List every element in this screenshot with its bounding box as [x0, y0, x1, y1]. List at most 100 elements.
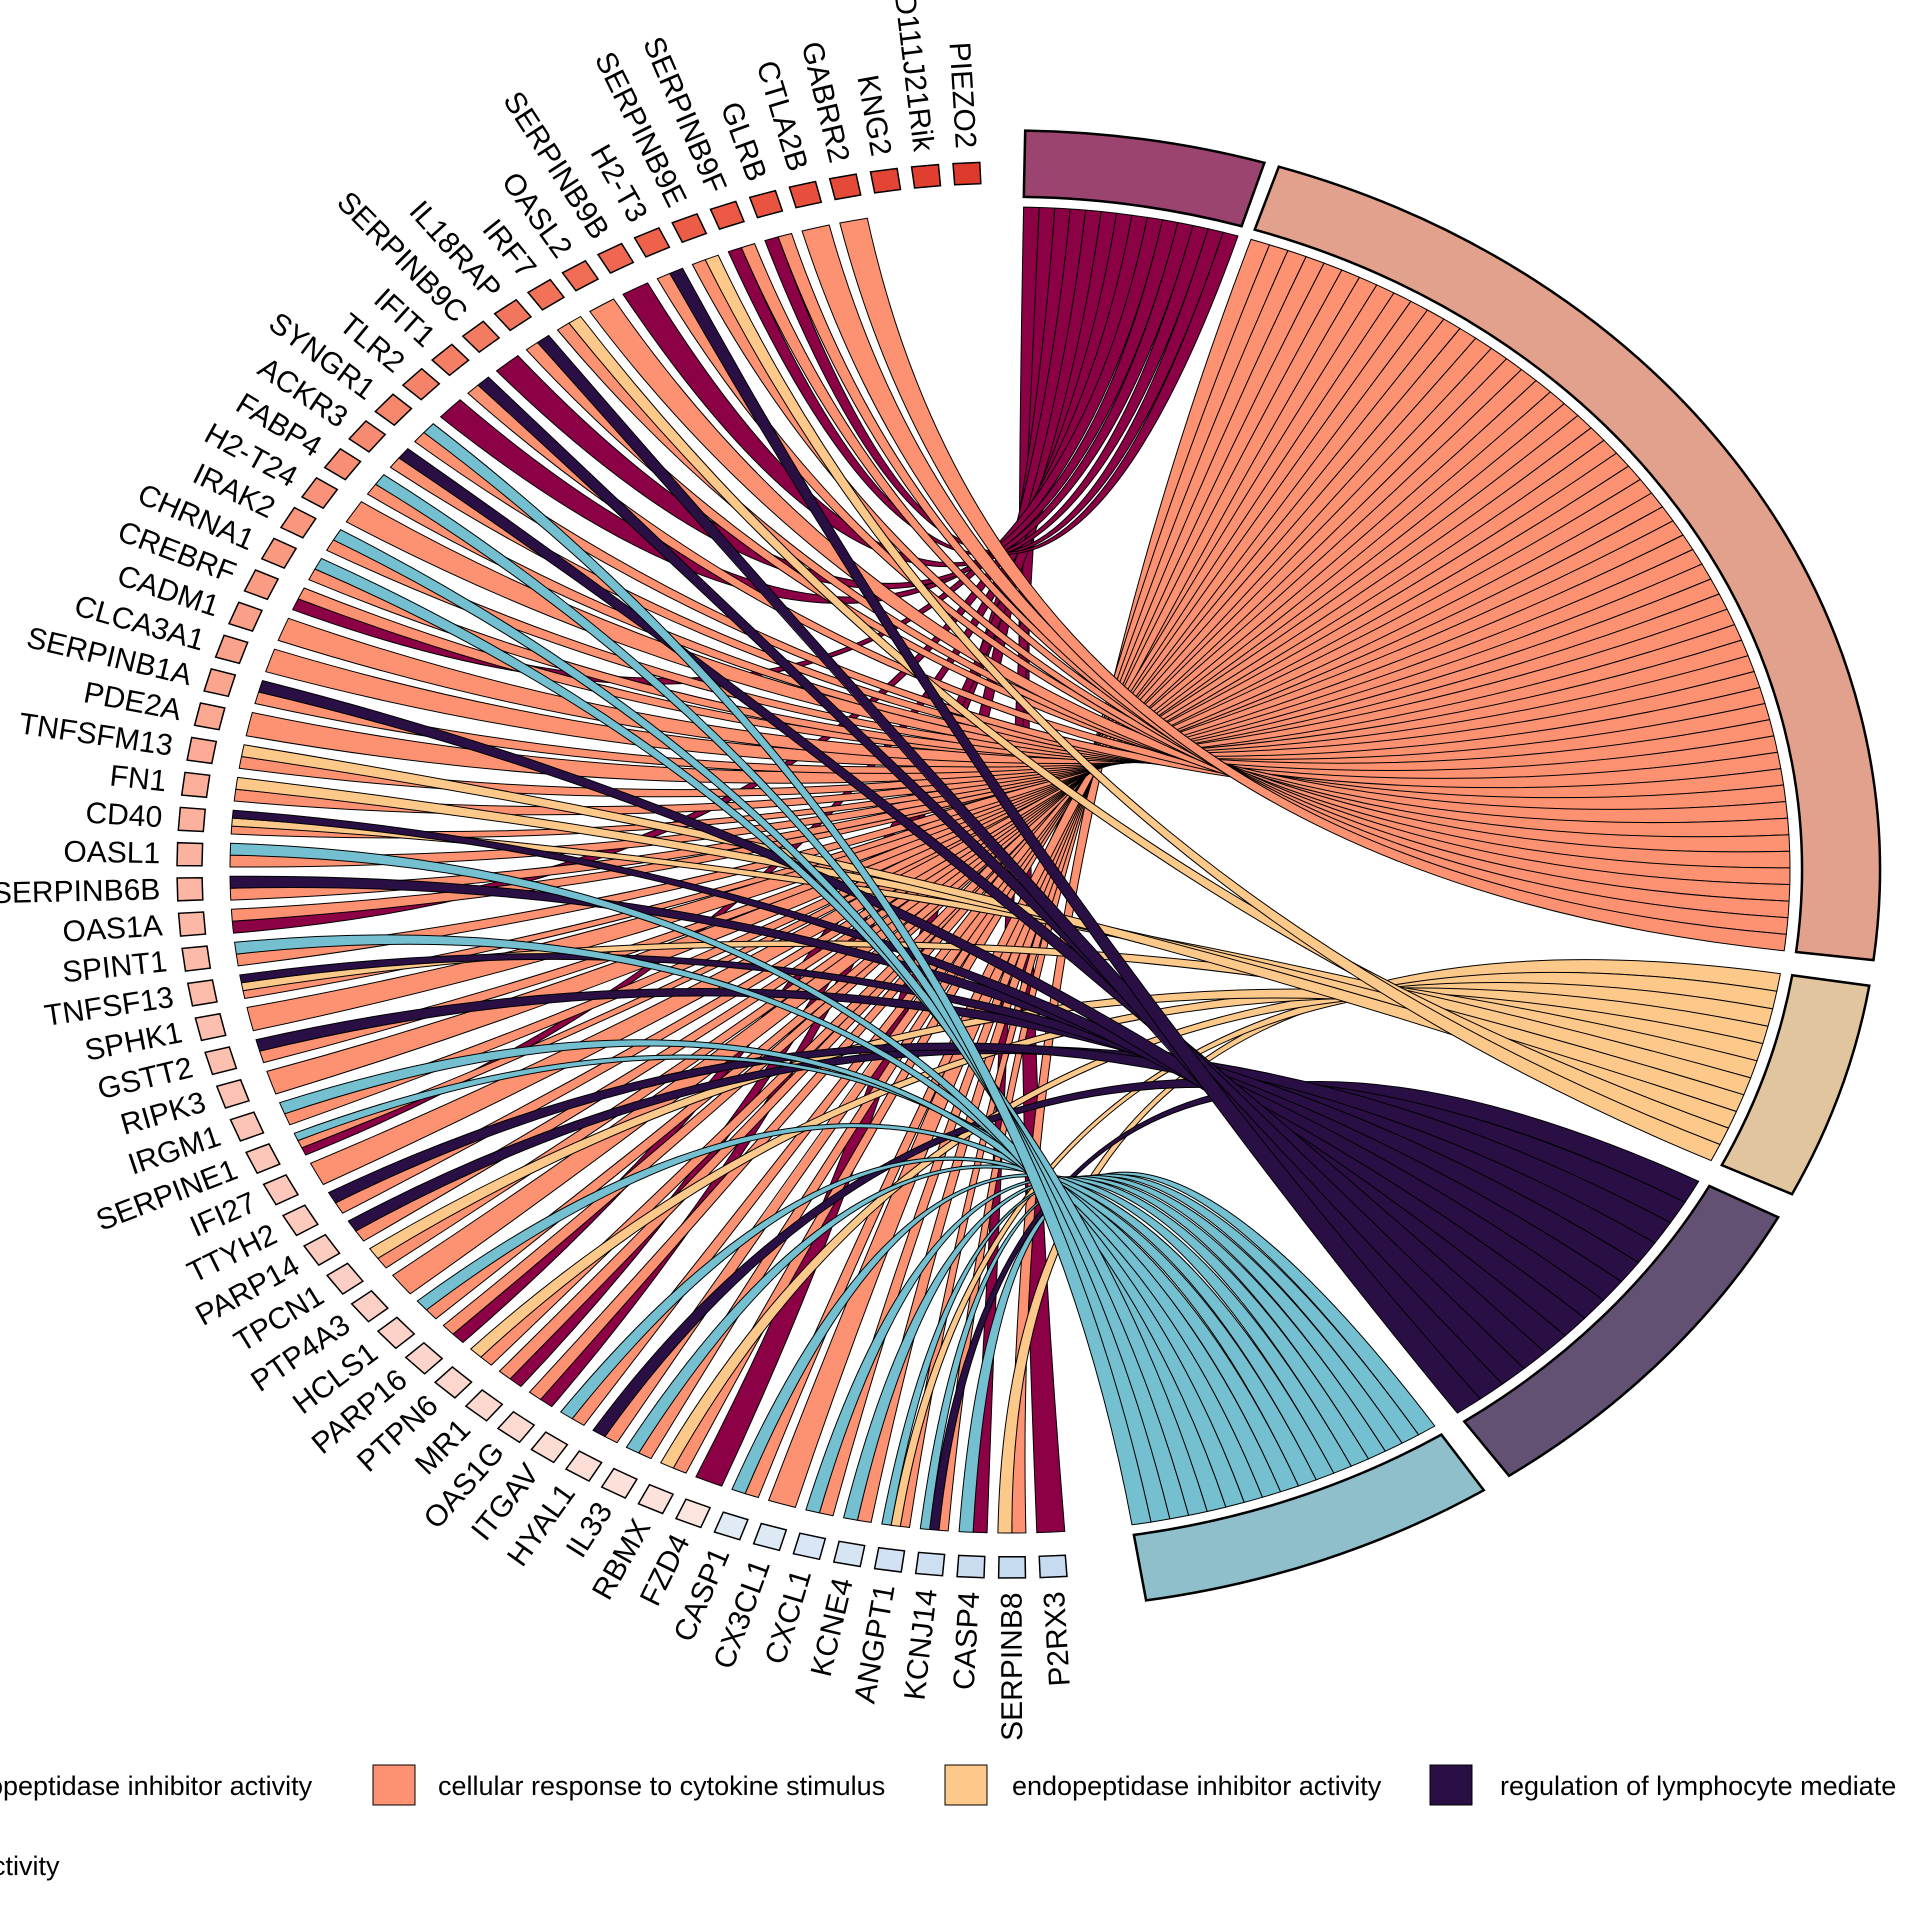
gene-box-irf7 [526, 278, 566, 311]
gene-box-angpt1 [873, 1546, 906, 1573]
gene-box-ifit1 [430, 343, 470, 377]
ribbon-casp1-term4 [731, 1173, 1352, 1495]
gene-box-casp4 [956, 1554, 986, 1579]
ribbon-serpinb9b-term0 [622, 224, 1209, 568]
gene-label-serpinb8: SERPINB8 [996, 1592, 1030, 1741]
gene-box-ripk3 [215, 1078, 250, 1109]
gene-box-layer [176, 161, 1068, 1579]
gene-box-serpinb9e [671, 212, 708, 244]
gene-box-cadm1 [227, 601, 264, 633]
gene-box-parp14 [302, 1233, 341, 1267]
gene-box-serpinb1a [203, 668, 237, 698]
gene-box-ifi27 [262, 1173, 300, 1206]
gene-box-syngr1 [374, 393, 413, 427]
ribbon-h2-t3-term3 [669, 267, 1482, 1414]
gene-box-il18rap [493, 298, 533, 332]
gene-box-serpinb9c [461, 320, 501, 354]
gene-box-hcls1 [376, 1316, 416, 1350]
gene-box-spint1 [181, 945, 212, 972]
gene-box-tnfsfm13 [186, 736, 218, 765]
ribbon-cxcl1-term4 [805, 1176, 1370, 1514]
gene-box-sphk1 [194, 1012, 227, 1042]
gene-label-angpt1: ANGPT1 [849, 1582, 902, 1706]
gene-box-chrna1 [260, 537, 298, 570]
gene-label-piezo2: PIEZO2 [943, 41, 982, 150]
gene-box-serpine1 [245, 1142, 281, 1175]
term-arc-2 [1720, 973, 1871, 1196]
ribbon-serpinb9e-term2 [704, 254, 1721, 1162]
ribbon-gabrr2-term1 [839, 217, 1787, 952]
gene-box-serpinb9f [709, 200, 746, 231]
gene-box-serpinb9b [596, 242, 635, 275]
gene-box-cxcl1 [792, 1532, 827, 1561]
gene-box-kcnj14 [914, 1551, 946, 1577]
ribbon-kcne4-term4 [842, 1175, 1387, 1521]
gene-box-oasl2 [561, 259, 600, 292]
gene-box-tnfsf13 [186, 979, 218, 1007]
gene-box-pde2a [193, 702, 226, 731]
legend-label-wrapped: ctivity [0, 1851, 60, 1881]
gene-label-oas1a: OAS1A [62, 909, 164, 949]
gene-box-fn1 [180, 771, 211, 799]
gene-box-ctla2b [788, 180, 823, 209]
gene-box-tpcn1 [325, 1262, 365, 1295]
gene-box-kcne4 [832, 1540, 866, 1568]
gene-box-cx3cl1 [752, 1522, 788, 1552]
gene-label-kcnj14: KCNJ14 [898, 1587, 943, 1702]
gene-box-casp1 [713, 1511, 749, 1541]
term-arc-0 [1022, 129, 1267, 228]
gene-box-d111j21rik [910, 163, 942, 189]
legend-swatch-endopeptidase [944, 1764, 988, 1806]
gene-box-glrb [748, 189, 784, 219]
legend-label-cytokine: cellular response to cytokine stimulus [438, 1771, 885, 1801]
gene-box-ackr3 [348, 420, 387, 453]
gene-label-d111j21rik: D111J21Rik [888, 0, 940, 154]
ribbon-glrb-term0 [764, 231, 1239, 555]
legend-swatch-lymphocyte [1429, 1764, 1473, 1806]
gene-box-tlr2 [401, 367, 441, 401]
gene-box-clca3a1 [214, 634, 249, 665]
gene-box-hyal1 [564, 1450, 603, 1482]
gene-box-serpinb6b [176, 876, 204, 902]
legend-swatch-cytokine [372, 1764, 416, 1806]
gene-box-h2-t24 [300, 476, 339, 510]
ribbon-itgav-term4 [559, 1156, 1317, 1487]
ribbon-kcnj14-term4 [919, 1173, 1420, 1531]
gene-label-kng2: KNG2 [850, 72, 897, 158]
gene-box-fabp4 [323, 447, 362, 481]
gene-box-gstt2 [204, 1046, 238, 1076]
ribbon-tnfsfm13-term2 [240, 744, 1738, 1129]
gene-box-piezo2 [952, 161, 982, 186]
gene-box-parp16 [404, 1341, 444, 1375]
gene-box-ptp4a3 [350, 1289, 389, 1323]
gene-label-casp4: CASP4 [948, 1591, 986, 1691]
term-arc-4 [1132, 1432, 1486, 1602]
gene-box-irak2 [279, 506, 317, 539]
gene-label-serpinb6b: SERPINB6B [0, 873, 161, 910]
gene-label-fn1: FN1 [108, 760, 168, 799]
gene-box-itgav [530, 1431, 569, 1464]
term-arc-layer [1022, 129, 1882, 1602]
ribbon-angpt1-term4 [881, 1175, 1403, 1526]
ribbon-il33-term4 [625, 1164, 1335, 1481]
gene-box-rbmx [637, 1483, 675, 1515]
gene-box-p2rx3 [1038, 1554, 1068, 1579]
gene-box-fzd4 [674, 1498, 712, 1529]
gene-box-il33 [600, 1467, 638, 1499]
gene-label-oasl1: OASL1 [63, 835, 160, 870]
gene-box-gabrr2 [828, 173, 862, 201]
gene-box-kng2 [869, 167, 902, 194]
legend-label-endopeptidase: endopeptidase inhibitor activity [1012, 1771, 1382, 1801]
gene-box-irgm1 [229, 1111, 265, 1142]
legend: opeptidase inhibitor activity cellular r… [0, 1764, 1896, 1881]
gene-label-cd40: CD40 [85, 797, 164, 835]
gene-box-ptpn6 [433, 1366, 473, 1399]
gene-box-mr1 [464, 1389, 504, 1422]
gene-box-crebrf [243, 569, 280, 601]
gene-box-h2-t3 [633, 226, 671, 258]
legend-label-lymphocyte: regulation of lymphocyte mediate [1500, 1771, 1896, 1801]
gene-box-oas1g [496, 1410, 536, 1444]
ribbon-layer [229, 206, 1791, 1534]
gene-box-serpinb8 [997, 1555, 1027, 1579]
